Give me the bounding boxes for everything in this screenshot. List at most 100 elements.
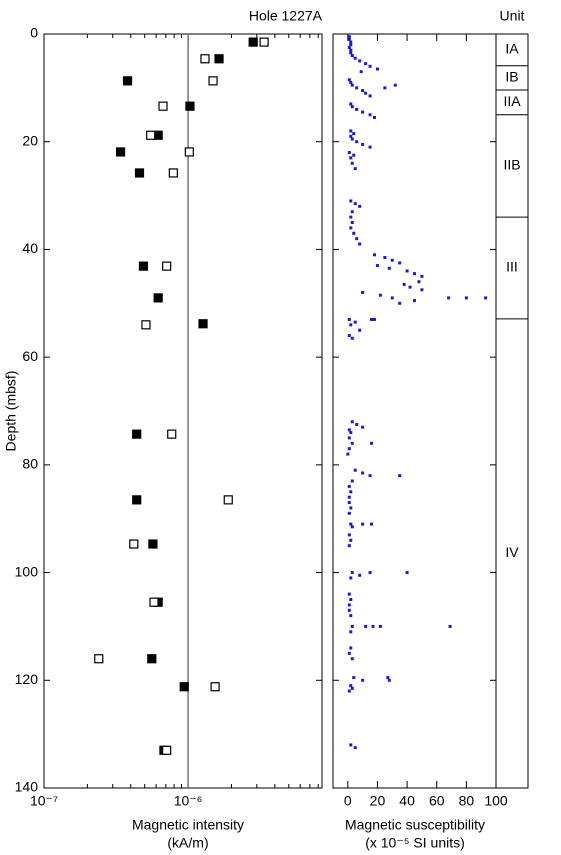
point bbox=[355, 422, 359, 426]
point bbox=[368, 113, 372, 117]
point bbox=[352, 231, 356, 235]
point bbox=[364, 62, 368, 66]
point bbox=[361, 471, 365, 475]
point bbox=[402, 282, 406, 286]
point bbox=[153, 293, 163, 303]
plot-frame bbox=[332, 33, 497, 789]
point bbox=[368, 571, 372, 575]
point bbox=[347, 511, 351, 515]
x-tick-label: 10⁻⁶ bbox=[174, 793, 203, 809]
x-axis-title: (x 10⁻⁵ SI units) bbox=[365, 835, 465, 851]
point bbox=[349, 576, 353, 580]
point bbox=[347, 447, 351, 451]
point bbox=[346, 452, 350, 456]
point bbox=[387, 678, 391, 682]
point bbox=[353, 320, 357, 324]
point bbox=[383, 86, 387, 90]
x-tick-label: 100 bbox=[484, 793, 508, 809]
point bbox=[350, 420, 354, 424]
point bbox=[353, 746, 357, 750]
point bbox=[347, 603, 351, 607]
y-tick-label: 140 bbox=[15, 779, 39, 795]
point bbox=[350, 221, 354, 224]
point bbox=[347, 592, 351, 596]
point bbox=[352, 153, 356, 157]
point bbox=[353, 202, 357, 206]
point bbox=[122, 76, 133, 86]
point bbox=[349, 614, 353, 618]
point bbox=[371, 624, 375, 628]
point bbox=[484, 296, 488, 300]
y-tick-label: 60 bbox=[22, 348, 38, 364]
point bbox=[349, 646, 353, 650]
unit-label: IB bbox=[505, 69, 518, 85]
unit-label: IIA bbox=[503, 93, 521, 109]
point bbox=[185, 101, 195, 111]
x-tick-label: 60 bbox=[429, 793, 445, 809]
point bbox=[347, 544, 351, 548]
point bbox=[349, 598, 353, 601]
point bbox=[349, 43, 353, 47]
point bbox=[358, 204, 362, 208]
point bbox=[349, 48, 353, 52]
x-tick-label: 80 bbox=[459, 793, 475, 809]
point bbox=[413, 272, 416, 276]
point bbox=[347, 334, 351, 338]
point bbox=[372, 317, 376, 321]
point bbox=[134, 168, 145, 178]
point bbox=[355, 140, 359, 144]
point bbox=[350, 210, 354, 214]
point bbox=[347, 651, 351, 655]
point bbox=[349, 506, 353, 510]
point bbox=[349, 743, 353, 747]
point bbox=[350, 161, 354, 165]
point bbox=[208, 76, 218, 86]
point bbox=[390, 296, 394, 300]
point bbox=[350, 525, 354, 529]
point bbox=[413, 299, 416, 303]
y-tick-label: 20 bbox=[22, 132, 38, 148]
point bbox=[184, 147, 194, 157]
point bbox=[347, 689, 351, 693]
point bbox=[146, 130, 156, 140]
point bbox=[375, 264, 379, 268]
unit-title: Unit bbox=[500, 8, 525, 24]
point bbox=[349, 630, 353, 634]
point bbox=[148, 539, 158, 549]
point bbox=[162, 745, 172, 755]
point bbox=[347, 37, 351, 41]
point bbox=[353, 56, 357, 60]
y-tick-label: 80 bbox=[22, 456, 38, 472]
point bbox=[372, 253, 376, 257]
point bbox=[350, 54, 354, 58]
point bbox=[353, 167, 357, 171]
point bbox=[347, 495, 351, 499]
point bbox=[368, 145, 372, 149]
y-tick-label: 100 bbox=[15, 563, 39, 579]
unit-label: III bbox=[506, 259, 518, 275]
point bbox=[350, 686, 354, 690]
point bbox=[349, 323, 353, 327]
point bbox=[350, 83, 354, 87]
point bbox=[361, 89, 365, 93]
y-axis-title: Depth (mbsf) bbox=[3, 371, 19, 452]
point bbox=[349, 40, 353, 44]
point bbox=[361, 425, 365, 429]
point bbox=[347, 317, 351, 321]
point bbox=[153, 130, 163, 140]
x-tick-label: 10⁻⁷ bbox=[30, 793, 58, 809]
point bbox=[179, 682, 189, 692]
point bbox=[349, 215, 353, 219]
point bbox=[147, 654, 157, 664]
point bbox=[248, 37, 258, 47]
point bbox=[361, 110, 365, 114]
point bbox=[370, 441, 374, 445]
point bbox=[349, 490, 353, 494]
point bbox=[353, 468, 357, 472]
point bbox=[132, 495, 142, 505]
point bbox=[162, 261, 172, 271]
point bbox=[358, 242, 362, 246]
point bbox=[94, 654, 104, 664]
point bbox=[347, 533, 351, 537]
